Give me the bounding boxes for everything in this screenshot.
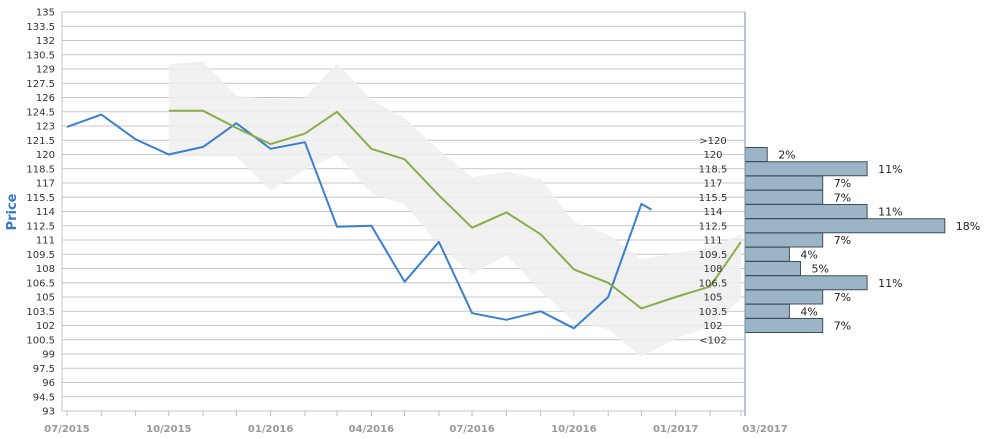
histogram-category-label: 112.5 [699,221,728,232]
histogram-bar [744,175,824,191]
histogram-percent-label: 7% [834,320,851,333]
histogram-bar [744,218,946,234]
y-tick-label: 130.5 [26,50,55,61]
histogram-percent-label: 4% [800,248,817,261]
histogram-bar [744,189,824,205]
x-tick-label: 07/2016 [449,424,494,435]
y-tick-label: 129 [36,65,55,76]
histogram-percent-label: 7% [834,234,851,247]
histogram-bar [744,303,790,319]
histogram-percent-label: 7% [834,291,851,304]
y-tick-label: 109.5 [26,250,55,261]
y-tick-label: 99 [42,350,55,361]
histogram-bar [744,161,868,177]
histogram-bar [744,261,801,276]
y-tick-label: 114 [36,207,55,218]
histogram-category-label: 105 [703,293,722,304]
histogram-bar [744,275,868,291]
histogram-percent-label: 11% [878,277,902,290]
y-tick-label: 123 [36,122,55,133]
histogram-bar [744,147,768,162]
y-tick-label: 94.5 [33,392,55,403]
histogram-category-label: 120 [703,150,722,161]
histogram-percent-label: 11% [878,206,902,219]
x-tick-label: 04/2016 [349,424,394,435]
mean-forecast-line [168,109,742,310]
y-tick-label: 96 [42,378,55,389]
y-tick-label: 120 [36,150,55,161]
y-tick-labels: 135 133.5 132 130.5 129 127.5 126 124.5 123 121.5… [26,8,55,418]
histogram-percent-label: 7% [834,177,851,190]
y-tick-label: 111 [36,236,55,247]
histogram-category-label: 117 [703,179,722,190]
y-tick-label: 121.5 [26,136,55,147]
y-tick-label: 105 [36,293,55,304]
y-tick-label: 132 [36,36,55,47]
histogram-category-label: <102 [699,335,726,346]
y-tick-label: 115.5 [26,193,55,204]
histogram-bar [744,232,824,248]
y-axis-label: Price [5,193,20,230]
y-tick-label: 102 [36,321,55,332]
histogram-category-label: 118.5 [699,164,728,175]
y-tick-label: 108 [36,264,55,275]
y-tick-label: 106.5 [26,278,55,289]
y-tick-label: 103.5 [26,307,55,318]
y-tick-label: 100.5 [26,335,55,346]
histogram-bar [744,289,824,305]
histogram-percent-label: 18% [956,220,980,233]
confidence-band [168,61,742,357]
x-tick-label: 10/2016 [551,424,596,435]
y-tick-label: 127.5 [26,79,55,90]
y-tick-label: 118.5 [26,164,55,175]
histogram [744,147,946,333]
histogram-bar [744,246,790,262]
y-tick-label: 97.5 [33,364,55,375]
histogram-category-label: 102 [703,321,722,332]
histogram-percent-label: 5% [812,263,829,276]
histogram-percent-label: 2% [778,149,795,162]
y-tick-label: 117 [36,179,55,190]
actual-price-line [66,113,652,330]
histogram-category-label: 108 [703,264,722,275]
histogram-percent-label: 11% [878,163,902,176]
histogram-percent-label: 7% [834,191,851,204]
axes [61,12,746,416]
histogram-category-label: 103.5 [699,307,728,318]
series-lines [66,109,742,330]
histogram-percent-label: 4% [800,305,817,318]
histogram-category-label: >120 [699,136,726,147]
x-tick-label: 03/2017 [742,424,787,435]
x-tick-label: 07/2015 [44,424,89,435]
histogram-labels: 2%11%7%7%11%18%7%4%5%11%7%4%7%>120120118… [699,136,981,347]
y-tick-label: 124.5 [26,107,55,118]
y-tick-label: 93 [42,407,55,418]
histogram-category-label: 115.5 [699,193,728,204]
histogram-category-label: 111 [703,236,722,247]
histogram-category-label: 114 [703,207,722,218]
y-tick-label: 135 [36,8,55,19]
y-tick-label: 133.5 [26,22,55,33]
y-tick-label: 112.5 [26,221,55,232]
histogram-category-label: 109.5 [699,250,728,261]
forecast-band [168,61,742,357]
histogram-bar [744,204,868,219]
x-tick-label: 10/2015 [146,424,191,435]
histogram-category-label: 106.5 [699,278,728,289]
x-tick-label: 01/2016 [248,424,293,435]
x-tick-labels: 07/2015 10/2015 01/2016 04/2016 07/2016 10/20… [44,424,787,435]
y-tick-label: 126 [36,93,55,104]
histogram-bar [744,318,824,333]
x-tick-label: 01/2017 [653,424,698,435]
